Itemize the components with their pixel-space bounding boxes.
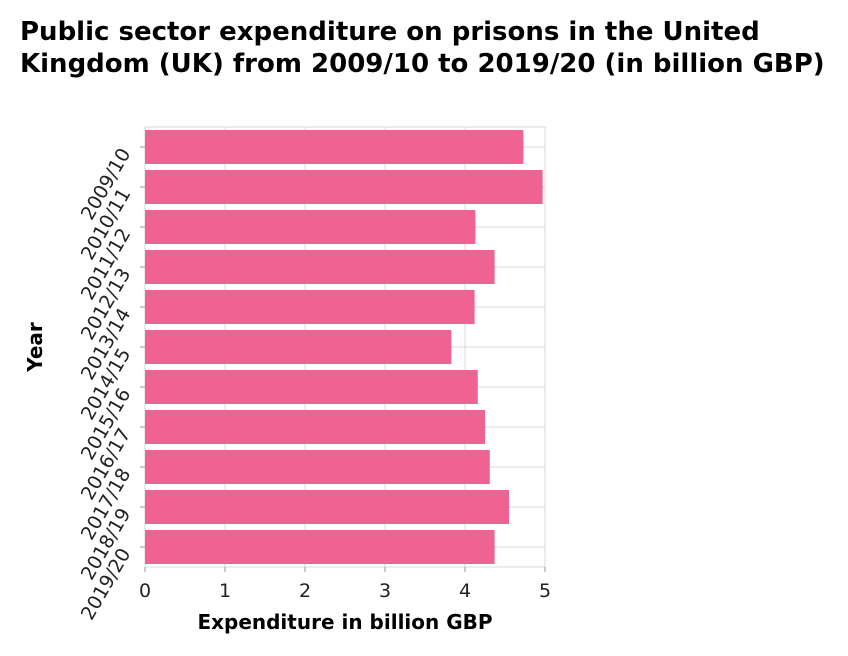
x-tick-label: 3 <box>379 580 391 602</box>
x-tick-label: 0 <box>139 580 151 602</box>
bar-2017-18 <box>145 450 490 484</box>
bar-2014-15 <box>145 330 452 364</box>
y-axis-title: Year <box>23 322 47 373</box>
x-tick-label: 1 <box>219 580 231 602</box>
x-tick-label: 5 <box>539 580 551 602</box>
x-tick-label: 4 <box>459 580 471 602</box>
chart-title: Public sector expenditure on prisons in … <box>20 17 825 79</box>
bar-2011-12 <box>145 210 476 244</box>
y-axis-ticks: 2009/102010/112011/122012/132013/142014/… <box>77 145 145 624</box>
bar-2019-20 <box>145 530 495 564</box>
bar-2018-19 <box>145 490 509 524</box>
bar-2016-17 <box>145 410 485 444</box>
bar-2013-14 <box>145 290 475 324</box>
bar-2009-10 <box>145 130 524 164</box>
bar-2012-13 <box>145 250 495 284</box>
bar-2010-11 <box>145 170 543 204</box>
bar-2015-16 <box>145 370 478 404</box>
bars <box>145 130 543 564</box>
x-axis-title: Expenditure in billion GBP <box>197 610 492 634</box>
x-axis-ticks: 0 1 2 3 4 5 <box>139 567 551 602</box>
x-tick-label: 2 <box>299 580 311 602</box>
